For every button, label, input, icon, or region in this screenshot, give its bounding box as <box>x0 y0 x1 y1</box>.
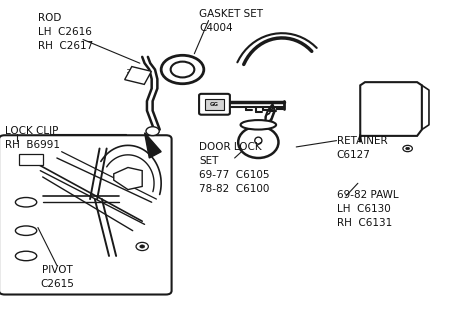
Circle shape <box>406 147 410 150</box>
Bar <box>205 99 224 110</box>
Circle shape <box>171 62 194 77</box>
Text: GASKET SET
C4004: GASKET SET C4004 <box>199 9 263 33</box>
Ellipse shape <box>15 198 36 207</box>
Circle shape <box>140 245 145 248</box>
Ellipse shape <box>15 226 36 235</box>
Ellipse shape <box>238 126 279 158</box>
Bar <box>125 67 151 84</box>
Text: DOOR LOCK
SET
69-77  C6105
78-82  C6100: DOOR LOCK SET 69-77 C6105 78-82 C6100 <box>199 142 270 194</box>
Ellipse shape <box>255 137 262 144</box>
Circle shape <box>146 127 159 136</box>
Polygon shape <box>145 133 161 158</box>
Circle shape <box>161 55 204 84</box>
Text: RETAINER
C6127: RETAINER C6127 <box>337 136 387 160</box>
Text: GG: GG <box>210 102 219 107</box>
Polygon shape <box>360 82 422 142</box>
Polygon shape <box>114 167 142 190</box>
Ellipse shape <box>241 120 276 130</box>
Circle shape <box>136 242 148 251</box>
FancyBboxPatch shape <box>0 135 172 295</box>
FancyBboxPatch shape <box>199 94 230 115</box>
Text: 69-82 PAWL
LH  C6130
RH  C6131: 69-82 PAWL LH C6130 RH C6131 <box>337 190 398 228</box>
Bar <box>19 154 43 165</box>
Text: ROD
LH  C2616
RH  C2617: ROD LH C2616 RH C2617 <box>38 13 93 51</box>
Circle shape <box>403 145 412 152</box>
Text: PIVOT
C2615: PIVOT C2615 <box>40 265 74 289</box>
Ellipse shape <box>15 251 36 261</box>
Text: LOCK CLIP
RH  B6991: LOCK CLIP RH B6991 <box>5 126 60 150</box>
